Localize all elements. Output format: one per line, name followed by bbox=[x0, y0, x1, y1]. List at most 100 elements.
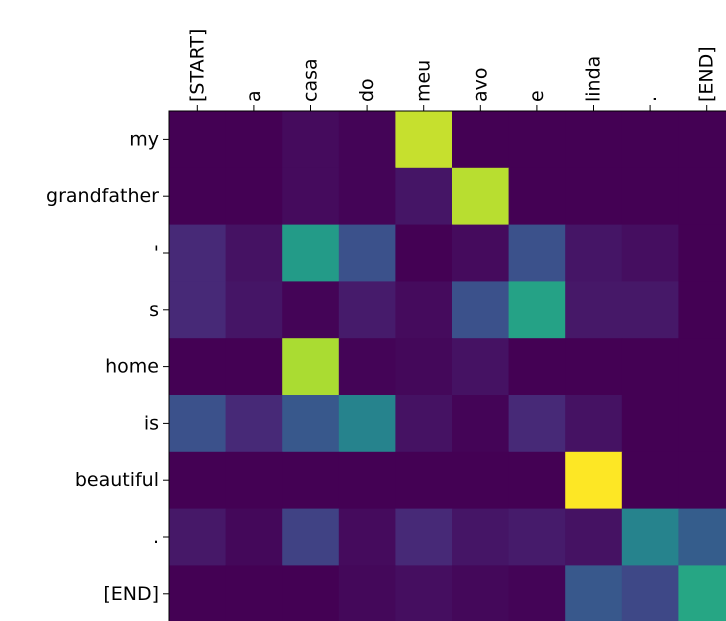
heatmap-cell bbox=[452, 395, 510, 453]
heatmap-cell bbox=[169, 395, 227, 453]
heatmap-cell bbox=[395, 167, 453, 226]
y-tick-label: beautiful bbox=[75, 469, 159, 491]
heatmap-cell bbox=[282, 281, 340, 339]
heatmap-cell bbox=[508, 111, 566, 169]
heatmap-cell bbox=[225, 167, 283, 226]
heatmap-cell bbox=[338, 111, 396, 169]
heatmap-cell bbox=[169, 508, 227, 566]
heatmap-cell bbox=[395, 338, 453, 396]
heatmap-cell bbox=[621, 451, 679, 510]
heatmap-cell bbox=[678, 338, 726, 396]
heatmap-cell bbox=[282, 338, 340, 396]
heatmap-cell bbox=[338, 224, 396, 282]
heatmap-cell bbox=[678, 451, 726, 510]
heatmap-cell bbox=[678, 111, 726, 169]
heatmap-cell bbox=[338, 167, 396, 226]
heatmap-cell bbox=[395, 224, 453, 282]
y-tick-label: my bbox=[129, 128, 159, 150]
heatmap-cell bbox=[225, 111, 283, 169]
heatmap-cell bbox=[338, 508, 396, 566]
x-tick-label: e bbox=[526, 90, 548, 102]
heatmap-cell bbox=[225, 395, 283, 453]
y-axis-ticks: my grandfather ' s home is beautiful. [END] bbox=[46, 128, 169, 605]
heatmap-cell bbox=[508, 224, 566, 282]
heatmap-cell bbox=[678, 508, 726, 566]
heatmap-cell bbox=[621, 167, 679, 226]
heatmap-cell bbox=[621, 395, 679, 453]
heatmap-cell bbox=[395, 565, 453, 621]
heatmap-cell bbox=[678, 565, 726, 621]
heatmap-cell bbox=[565, 451, 623, 510]
heatmap-cell bbox=[338, 451, 396, 510]
heatmap-cell bbox=[678, 167, 726, 226]
x-axis-ticks: [START] a casa do meu avo e linda. [END] bbox=[186, 29, 718, 111]
x-tick-label: do bbox=[356, 78, 378, 102]
heatmap-cell bbox=[508, 395, 566, 453]
heatmap-cell bbox=[452, 338, 510, 396]
x-tick-label: casa bbox=[300, 58, 322, 102]
heatmap-cell bbox=[508, 338, 566, 396]
heatmap-cell bbox=[678, 395, 726, 453]
heatmap-cell bbox=[225, 451, 283, 510]
x-tick-label: a bbox=[243, 90, 265, 102]
heatmap-cell bbox=[338, 338, 396, 396]
heatmap-cell bbox=[452, 451, 510, 510]
x-tick-label: avo bbox=[469, 67, 491, 102]
heatmap-cell bbox=[565, 167, 623, 226]
heatmap-cell bbox=[508, 167, 566, 226]
heatmap-cell bbox=[565, 338, 623, 396]
y-tick-label: [END] bbox=[103, 583, 159, 605]
heatmap-cell bbox=[565, 508, 623, 566]
heatmap-cell bbox=[169, 338, 227, 396]
heatmap-cell bbox=[621, 281, 679, 339]
heatmap-cell bbox=[282, 224, 340, 282]
heatmap-cell bbox=[621, 224, 679, 282]
heatmap-cell bbox=[678, 281, 726, 339]
heatmap-cell bbox=[282, 451, 340, 510]
heatmap-cell bbox=[282, 111, 340, 169]
heatmap-cell bbox=[565, 224, 623, 282]
heatmap-cell bbox=[282, 565, 340, 621]
x-tick-label: . bbox=[639, 96, 661, 102]
heatmap-cell bbox=[452, 508, 510, 566]
heatmap-cell bbox=[225, 508, 283, 566]
y-tick-label: . bbox=[153, 526, 159, 548]
x-tick-label: [START] bbox=[186, 29, 208, 102]
heatmap-cell bbox=[565, 281, 623, 339]
heatmap-cell bbox=[452, 167, 510, 226]
heatmap-cell bbox=[508, 281, 566, 339]
heatmap-cell bbox=[395, 111, 453, 169]
heatmap-cell bbox=[678, 224, 726, 282]
heatmap-cell bbox=[169, 451, 227, 510]
heatmap-cell bbox=[565, 565, 623, 621]
heatmap-cell bbox=[508, 565, 566, 621]
heatmap-cell bbox=[565, 111, 623, 169]
heatmap-cell bbox=[282, 167, 340, 226]
heatmap-cell bbox=[395, 395, 453, 453]
heatmap-cell bbox=[621, 111, 679, 169]
heatmap-cell bbox=[169, 281, 227, 339]
y-tick-label: grandfather bbox=[46, 185, 159, 207]
heatmap-cell bbox=[225, 565, 283, 621]
heatmap-cell bbox=[225, 224, 283, 282]
heatmap-cell bbox=[621, 338, 679, 396]
heatmap-cell bbox=[452, 111, 510, 169]
heatmap-cell bbox=[282, 395, 340, 453]
heatmap-cell bbox=[452, 281, 510, 339]
x-tick-label: linda bbox=[583, 56, 605, 102]
heatmap-cell bbox=[621, 508, 679, 566]
y-tick-label: ' bbox=[154, 242, 159, 264]
heatmap-cell bbox=[169, 167, 227, 226]
heatmap-cell bbox=[169, 224, 227, 282]
heatmap-cell bbox=[452, 565, 510, 621]
heatmap-cell bbox=[395, 451, 453, 510]
heatmap-cell bbox=[565, 395, 623, 453]
x-tick-label: [END] bbox=[696, 46, 718, 102]
x-tick-label: meu bbox=[413, 60, 435, 102]
heatmap-cell bbox=[395, 281, 453, 339]
heatmap-cell bbox=[169, 111, 227, 169]
heatmap-cell bbox=[169, 565, 227, 621]
heatmap-cell bbox=[225, 281, 283, 339]
heatmap-cell bbox=[452, 224, 510, 282]
heatmap-cell bbox=[508, 508, 566, 566]
